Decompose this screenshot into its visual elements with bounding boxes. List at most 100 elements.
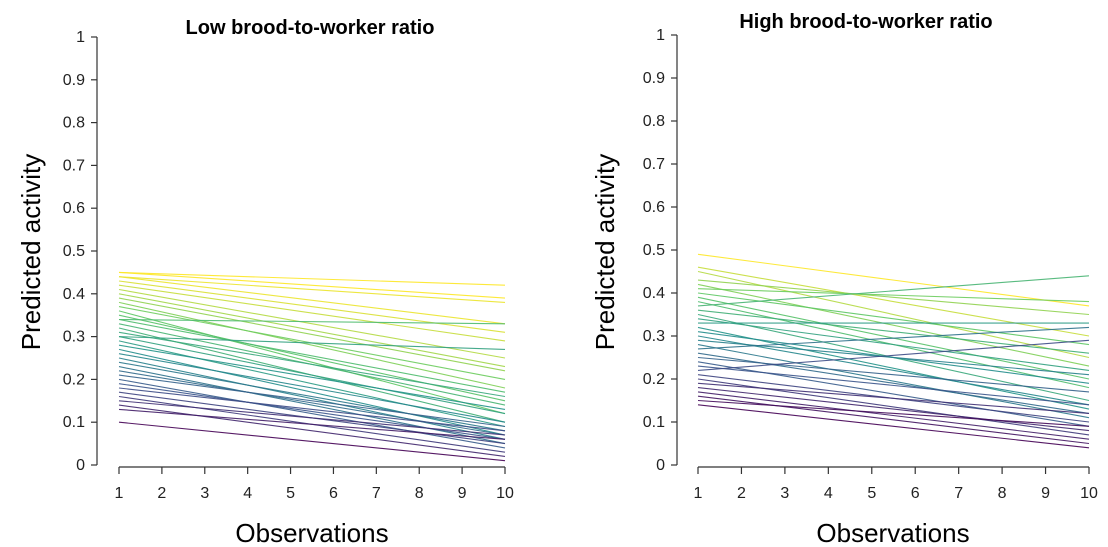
series-line <box>697 309 1090 354</box>
y-tick-label: 0.9 <box>63 72 85 89</box>
series-line <box>697 292 1090 346</box>
series-line <box>697 275 1090 307</box>
series-line <box>118 331 506 398</box>
y-tick-label: 0 <box>656 457 665 474</box>
panel-title: High brood-to-worker ratio <box>739 11 992 33</box>
x-tick-label: 7 <box>954 485 963 502</box>
series-line <box>118 310 506 415</box>
series-line <box>697 326 1090 410</box>
series-line <box>118 370 506 436</box>
x-tick-label: 6 <box>911 485 920 502</box>
x-tick-label: 5 <box>867 485 876 502</box>
x-axis-label: Observations <box>235 518 388 547</box>
axes: 0 0.1 0.2 0.3 0.4 0.5 0.6 0.7 0.8 0.9 1 1 2 3 4 5 6 7 8 9 10 <box>643 27 1098 502</box>
series-line <box>697 387 1090 432</box>
series-line <box>697 339 1090 376</box>
series-line <box>118 301 506 389</box>
series-line <box>118 293 506 368</box>
series-line <box>697 326 1090 350</box>
y-tick-label: 0.6 <box>643 199 665 216</box>
x-tick-label: 4 <box>824 485 833 502</box>
y-tick-label: 0.4 <box>643 285 665 302</box>
series-line <box>697 382 1090 414</box>
y-tick-label: 0.3 <box>63 329 85 346</box>
panel-title: Low brood-to-worker ratio <box>186 17 435 39</box>
y-tick-label: 0.8 <box>643 113 665 130</box>
series-line <box>118 374 506 428</box>
series-line <box>118 276 506 303</box>
x-tick-label: 5 <box>286 485 295 502</box>
series-line <box>697 365 1090 406</box>
series-lines <box>697 253 1090 449</box>
series-line <box>118 387 506 432</box>
series-line <box>118 340 506 428</box>
series-line <box>697 339 1090 371</box>
series-line <box>118 314 506 402</box>
x-tick-label: 3 <box>200 485 209 502</box>
series-line <box>118 353 506 423</box>
y-tick-label: 0.1 <box>643 414 665 431</box>
series-line <box>118 288 506 359</box>
y-tick-label: 0.7 <box>63 157 85 174</box>
series-line <box>697 283 1090 367</box>
y-tick-label: 0.2 <box>63 371 85 388</box>
series-line <box>697 253 1090 307</box>
series-line <box>118 344 506 410</box>
y-tick-label: 1 <box>76 29 85 46</box>
y-tick-label: 0.2 <box>643 371 665 388</box>
series-line <box>118 271 506 299</box>
x-tick-label: 1 <box>115 485 124 502</box>
axes: 0 0.1 0.2 0.3 0.4 0.5 0.6 0.7 0.8 0.9 1 1 2 3 4 5 6 7 8 9 10 <box>63 29 514 502</box>
series-line <box>697 344 1090 419</box>
y-tick-label: 1 <box>656 27 665 44</box>
y-tick-label: 0 <box>76 457 85 474</box>
series-line <box>697 356 1090 393</box>
series-line <box>697 318 1090 371</box>
series-line <box>118 318 506 393</box>
series-line <box>118 383 506 440</box>
x-tick-label: 3 <box>780 485 789 502</box>
y-axis-label: Predicted activity <box>16 154 46 351</box>
series-line <box>697 404 1090 449</box>
y-tick-label: 0.9 <box>643 70 665 87</box>
series-lines <box>118 271 506 462</box>
series-line <box>697 266 1090 337</box>
x-tick-label: 7 <box>372 485 381 502</box>
chart-panel-low-ratio: Low brood-to-worker ratio Predicted acti… <box>16 17 514 547</box>
series-line <box>118 400 506 436</box>
series-line <box>118 348 506 436</box>
series-line <box>118 408 506 440</box>
series-line <box>697 335 1090 406</box>
y-tick-label: 0.3 <box>643 328 665 345</box>
series-line <box>697 288 1090 303</box>
series-line <box>118 421 506 462</box>
chart-panel-high-ratio: High brood-to-worker ratio Predicted act… <box>590 11 1098 547</box>
series-line <box>697 399 1090 427</box>
series-line <box>697 395 1090 445</box>
x-tick-label: 1 <box>694 485 703 502</box>
x-tick-label: 2 <box>157 485 166 502</box>
y-tick-label: 0.6 <box>63 200 85 217</box>
y-axis-label: Predicted activity <box>590 154 620 351</box>
x-tick-label: 10 <box>1080 485 1098 502</box>
series-line <box>118 280 506 333</box>
series-line <box>118 378 506 449</box>
y-tick-label: 0.1 <box>63 414 85 431</box>
series-line <box>118 271 506 286</box>
y-tick-label: 0.8 <box>63 115 85 132</box>
series-line <box>697 391 1090 440</box>
series-line <box>118 284 506 342</box>
series-line <box>118 336 506 350</box>
series-line <box>118 276 506 325</box>
series-line <box>118 318 506 325</box>
y-tick-label: 0.5 <box>63 243 85 260</box>
series-line <box>118 357 506 440</box>
x-axis-label: Observations <box>816 518 969 547</box>
x-tick-label: 4 <box>243 485 252 502</box>
y-tick-label: 0.7 <box>643 156 665 173</box>
series-line <box>118 361 506 432</box>
y-tick-label: 0.4 <box>63 286 85 303</box>
series-line <box>697 279 1090 316</box>
series-line <box>118 404 506 457</box>
